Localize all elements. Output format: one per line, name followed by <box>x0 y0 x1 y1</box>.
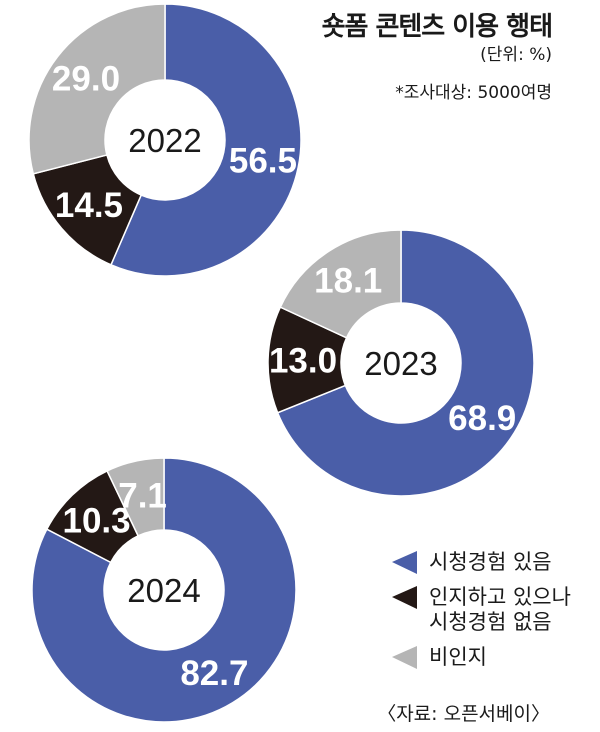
legend: 시청경험 있음 인지하고 있으나 시청경험 없음 비인지 <box>392 550 571 680</box>
value-label-aware-2023: 13.0 <box>269 342 337 381</box>
value-label-aware-2024: 10.3 <box>62 501 130 540</box>
value-label-unaware-2022: 29.0 <box>52 60 120 99</box>
slice-unaware-2023 <box>279 229 402 339</box>
year-label-2024: 2024 <box>127 572 200 609</box>
year-label-2023: 2023 <box>364 345 437 382</box>
legend-swatch-unaware <box>392 646 417 669</box>
legend-item-unaware: 비인지 <box>392 645 571 670</box>
value-label-unaware-2023: 18.1 <box>314 261 382 300</box>
slice-unaware-2024 <box>106 457 165 537</box>
legend-label-viewed: 시청경험 있음 <box>429 550 552 574</box>
survey-note: *조사대상: 5000여명 <box>395 83 552 103</box>
value-label-unaware-2024: 7.1 <box>118 476 167 515</box>
slice-viewed-2024 <box>31 457 297 723</box>
slice-unaware-2022 <box>28 3 166 175</box>
legend-label-aware: 인지하고 있으나 시청경험 없음 <box>429 585 571 634</box>
legend-label-unaware: 비인지 <box>429 645 487 669</box>
value-label-aware-2022: 14.5 <box>55 186 123 225</box>
donut-2023: 68.9 13.0 18.1 2023 <box>267 229 535 497</box>
source-credit: 〈자료: 오픈서베이〉 <box>377 703 550 725</box>
legend-swatch-viewed <box>392 551 417 574</box>
value-label-viewed-2023: 68.9 <box>448 399 516 438</box>
donut-2024: 82.7 10.37.1 2024 <box>31 457 297 723</box>
legend-item-aware: 인지하고 있으나 시청경험 없음 <box>392 585 571 635</box>
slice-viewed-2023 <box>276 229 535 497</box>
year-label-2022: 2022 <box>128 122 201 159</box>
value-label-viewed-2022: 56.5 <box>229 141 297 180</box>
legend-swatch-aware <box>392 586 417 609</box>
chart-title: 숏폼 콘텐츠 이용 행태 <box>321 12 553 42</box>
slice-viewed-2022 <box>110 3 302 277</box>
legend-item-viewed: 시청경험 있음 <box>392 550 571 575</box>
value-label-viewed-2024: 82.7 <box>180 654 248 693</box>
unit-label: (단위: %) <box>480 45 552 65</box>
